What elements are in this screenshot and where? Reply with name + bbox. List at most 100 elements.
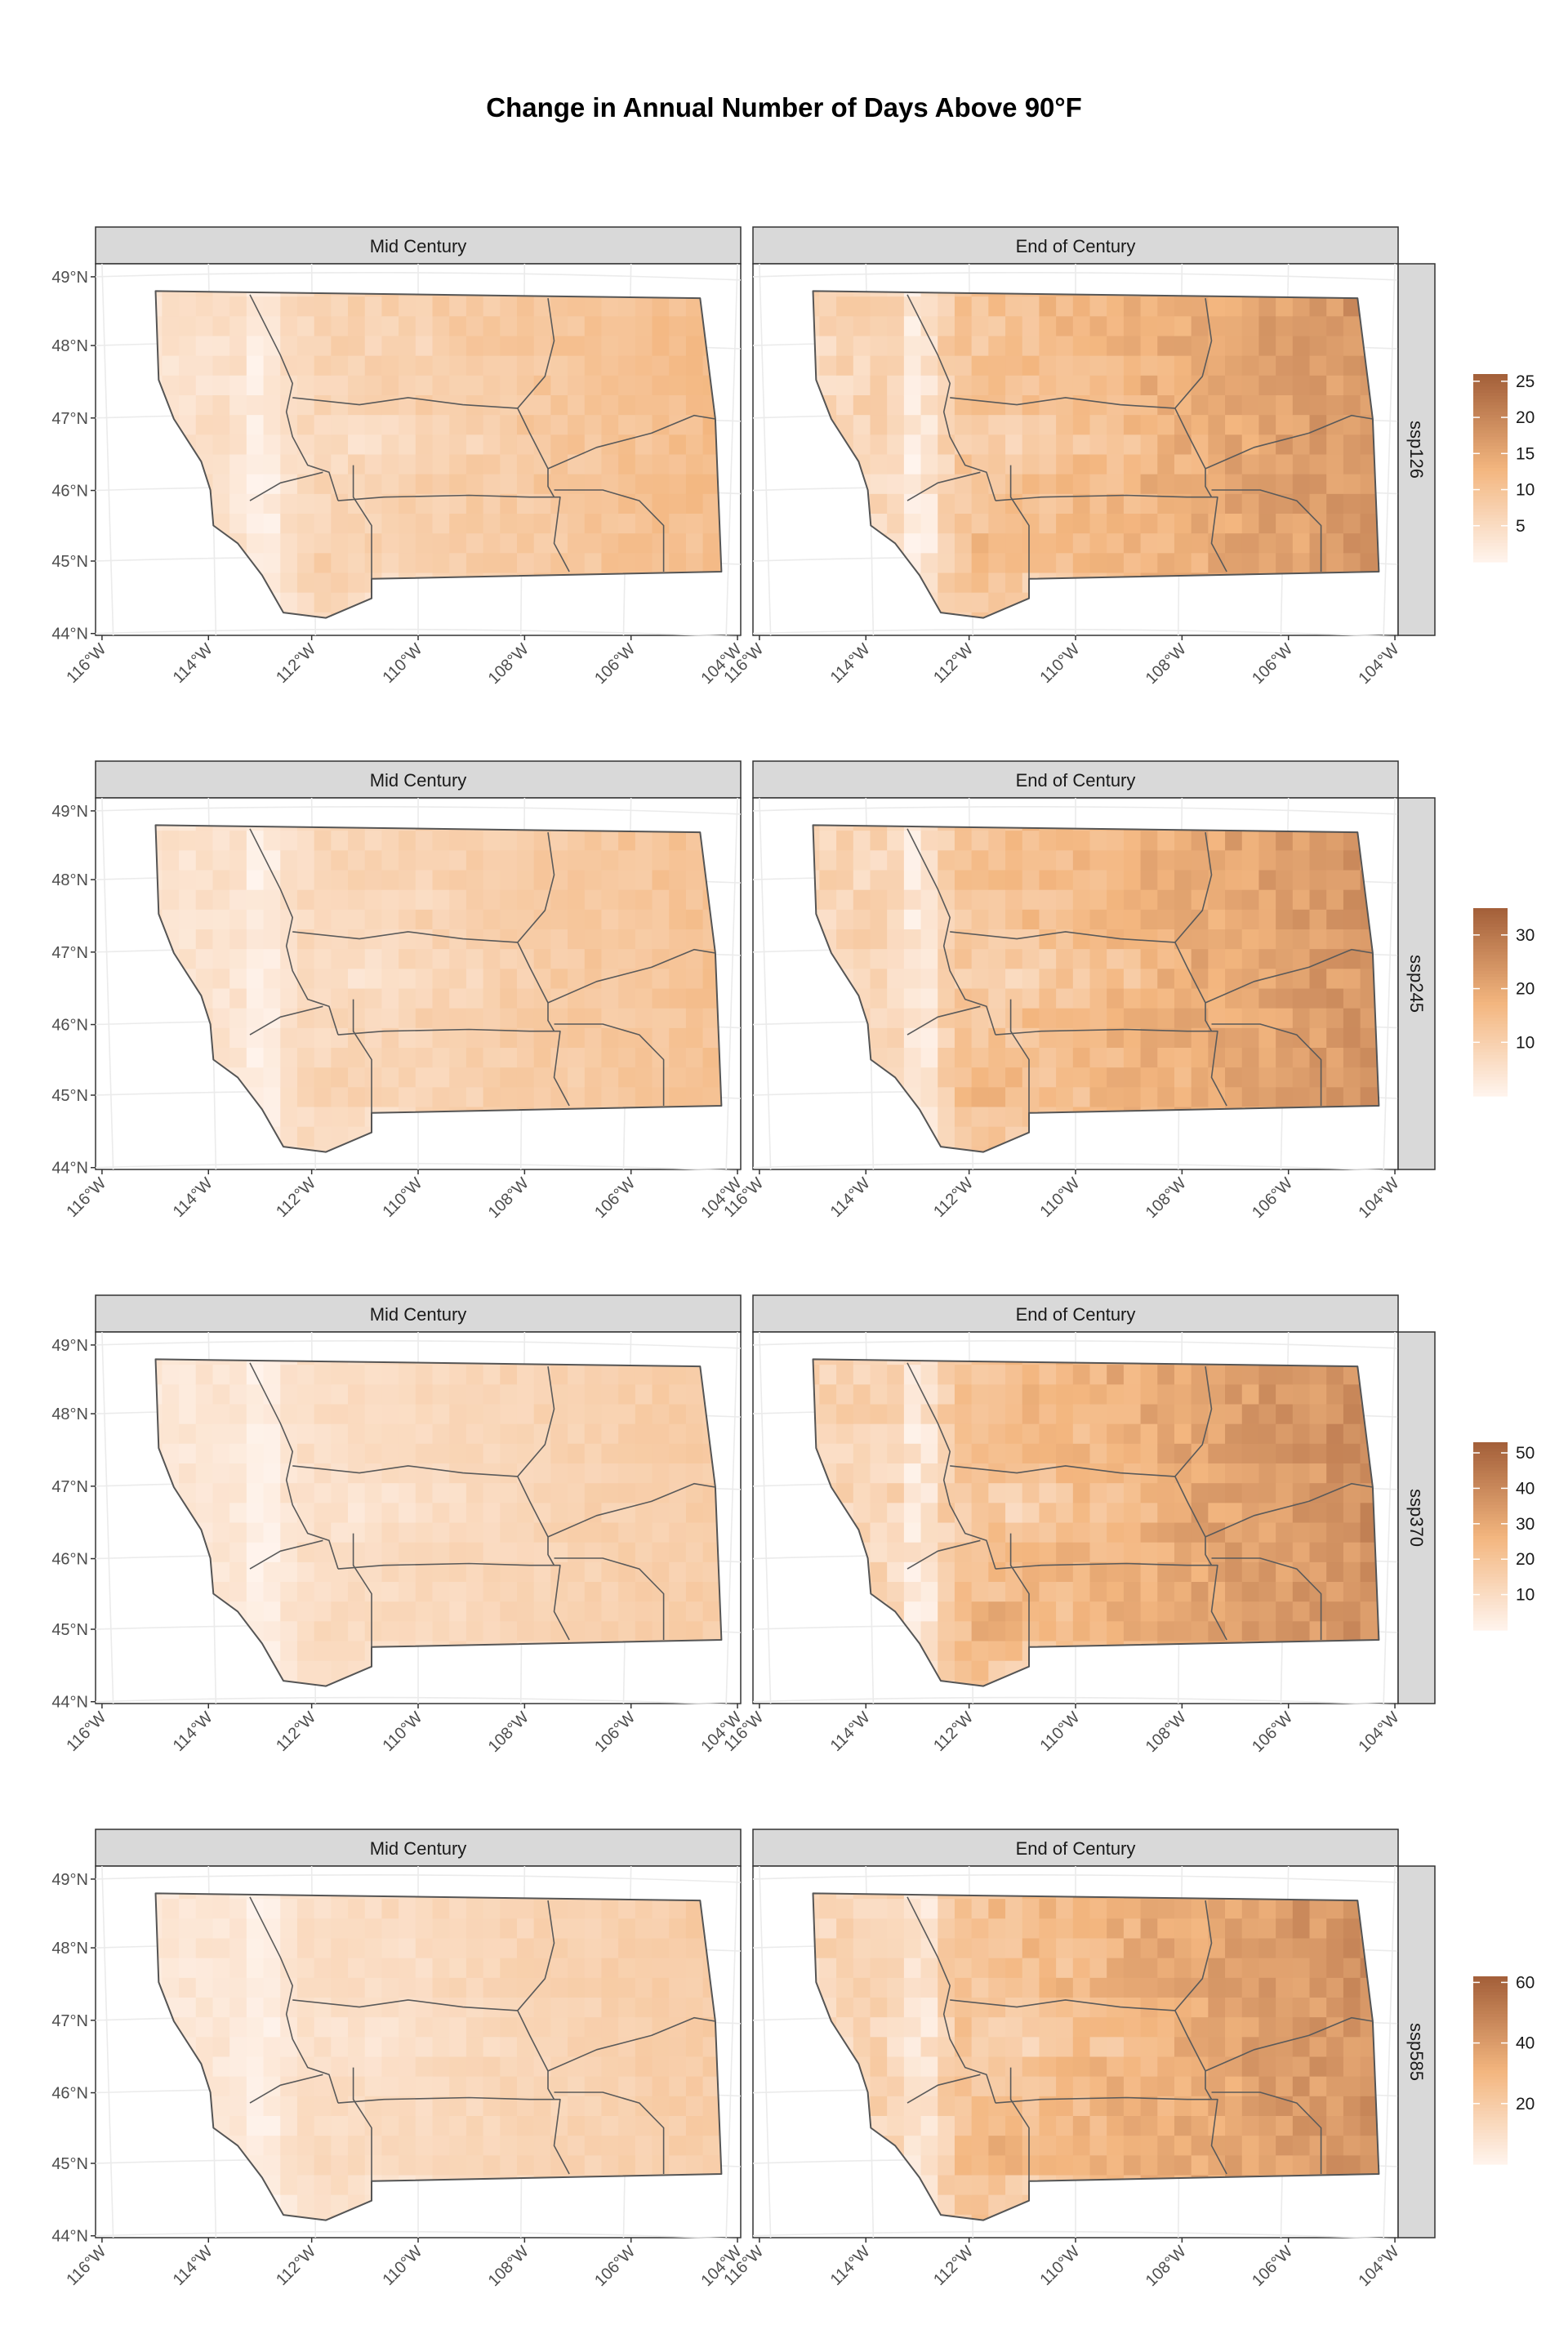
longitude-tick-label: 110°W: [1036, 640, 1083, 687]
region-border: [1174, 1365, 1213, 1477]
column-strip-label: Mid Century: [370, 1838, 467, 1859]
latitude-tick-label: 47°N: [51, 1478, 88, 1496]
latitude-tick-label: 44°N: [51, 1694, 88, 1712]
region-border: [1174, 1900, 1213, 2011]
facet-row-ssp585: Mid Century 49°N 48°N 47°N 46°N 45°N 44°N116°W…: [51, 1829, 1436, 2290]
legend-tick-label: 50: [1516, 1444, 1535, 1463]
region-border: [1211, 1023, 1322, 1106]
region-border: [554, 489, 665, 572]
column-strip: [95, 760, 742, 799]
region-border: [554, 1023, 665, 1106]
longitude-tick-label: 104°W: [1355, 1708, 1402, 1756]
longitude-tick-label: 114°W: [170, 1708, 216, 1755]
latitude-tick-label: 48°N: [51, 337, 88, 355]
legend-ssp585: 20 40 60: [1473, 1973, 1535, 2165]
latitude-tick-label: 44°N: [51, 626, 88, 644]
scenario-strip-label: ssp585: [1406, 2023, 1427, 2081]
column-strip-label: End of Century: [1016, 1304, 1136, 1325]
latitude-tick-label: 44°N: [51, 1160, 88, 1178]
region-border: [906, 294, 996, 501]
region-border: [547, 414, 716, 470]
region-border: [547, 2016, 716, 2072]
region-border: [337, 494, 570, 572]
longitude-tick-label: 114°W: [170, 640, 216, 687]
longitude-tick-label: 112°W: [273, 1174, 319, 1221]
region-border: [249, 2074, 323, 2104]
column-strip: [752, 1829, 1399, 1867]
scenario-strip: [1397, 1331, 1436, 1704]
longitude-tick-label: 108°W: [1143, 640, 1190, 688]
latitude-tick-label: 46°N: [51, 1551, 88, 1569]
state-outline: [812, 1892, 1380, 2221]
scenario-strip-label: ssp245: [1406, 955, 1427, 1013]
longitude-tick-label: 108°W: [485, 640, 532, 688]
region-border: [1205, 2016, 1374, 2072]
region-border: [547, 1482, 716, 1538]
region-border: [547, 948, 716, 1004]
longitude-tick-label: 110°W: [1036, 1708, 1083, 1755]
facet-row-ssp245: Mid Century 49°N 48°N 47°N 46°N 45°N 44°N116°W…: [51, 760, 1436, 1222]
state-outline: [812, 1358, 1380, 1687]
longitude-tick-label: 112°W: [273, 1708, 319, 1755]
column-strip: [752, 1294, 1399, 1333]
region-border: [554, 2091, 665, 2174]
longitude-tick-label: 116°W: [63, 2243, 109, 2289]
latitude-tick-label: 48°N: [51, 871, 88, 889]
region-border: [352, 465, 372, 579]
column-strip-label: End of Century: [1016, 770, 1136, 791]
region-border: [249, 1362, 339, 1570]
longitude-tick-label: 106°W: [591, 2243, 639, 2290]
region-border: [249, 828, 339, 1036]
region-border: [906, 1896, 996, 2104]
map-panel-ssp585-mid: Mid Century 49°N 48°N 47°N 46°N 45°N 44°N116°W…: [51, 1829, 746, 2290]
region-border: [995, 1028, 1227, 1107]
legend-tick-label: 40: [1516, 1479, 1535, 1498]
longitude-tick-label: 114°W: [170, 1174, 216, 1221]
latitude-tick-label: 46°N: [51, 483, 88, 501]
legend-ssp370: 10 20 30 40 50: [1473, 1442, 1535, 1631]
longitude-tick-label: 106°W: [1249, 1708, 1296, 1756]
longitude-tick-label: 106°W: [591, 1174, 639, 1222]
longitude-tick-label: 106°W: [591, 1708, 639, 1756]
column-strip-label: Mid Century: [370, 236, 467, 256]
region-border: [352, 2067, 372, 2181]
longitude-tick-label: 106°W: [1249, 640, 1296, 688]
region-border: [517, 1900, 555, 2011]
state-outline: [812, 824, 1380, 1153]
legend-tick-label: 40: [1516, 2034, 1535, 2053]
legend-tick-label: 20: [1516, 980, 1535, 999]
latitude-tick-label: 47°N: [51, 410, 88, 428]
state-outline: [154, 1358, 723, 1687]
legend-tick-label: 60: [1516, 1973, 1535, 1992]
legend-tick-label: 25: [1516, 372, 1535, 391]
legend-tick-label: 30: [1516, 1515, 1535, 1534]
longitude-tick-label: 114°W: [827, 1174, 874, 1221]
legend-tick-label: 10: [1516, 1033, 1535, 1052]
longitude-tick-label: 112°W: [930, 1708, 977, 1755]
latitude-tick-label: 45°N: [51, 553, 88, 571]
scenario-strip: [1397, 1865, 1436, 2238]
longitude-tick-label: 110°W: [379, 640, 425, 687]
map-panel-ssp245-mid: Mid Century 49°N 48°N 47°N 46°N 45°N 44°N116°W…: [51, 760, 746, 1222]
region-border: [906, 1005, 981, 1036]
column-strip-label: End of Century: [1016, 1838, 1136, 1859]
region-border: [1009, 999, 1030, 1113]
region-border: [1009, 465, 1030, 579]
longitude-tick-label: 112°W: [930, 2243, 977, 2289]
region-border: [906, 828, 996, 1036]
longitude-tick-label: 114°W: [827, 1708, 874, 1755]
latitude-tick-label: 46°N: [51, 1017, 88, 1035]
legends: 5 10 15 20 25 10 20 30 10 20 30 40 50 20 40 60: [1473, 372, 1535, 2165]
column-strip: [95, 1294, 742, 1333]
column-strip: [95, 226, 742, 265]
longitude-tick-label: 108°W: [485, 2243, 532, 2290]
region-border: [249, 471, 323, 501]
longitude-tick-label: 116°W: [63, 1174, 109, 1221]
region-border: [292, 931, 555, 1032]
map-panel-ssp370-mid: Mid Century 49°N 48°N 47°N 46°N 45°N 44°N116°W…: [51, 1294, 746, 1756]
region-border: [249, 1005, 323, 1036]
region-border: [517, 1365, 555, 1477]
